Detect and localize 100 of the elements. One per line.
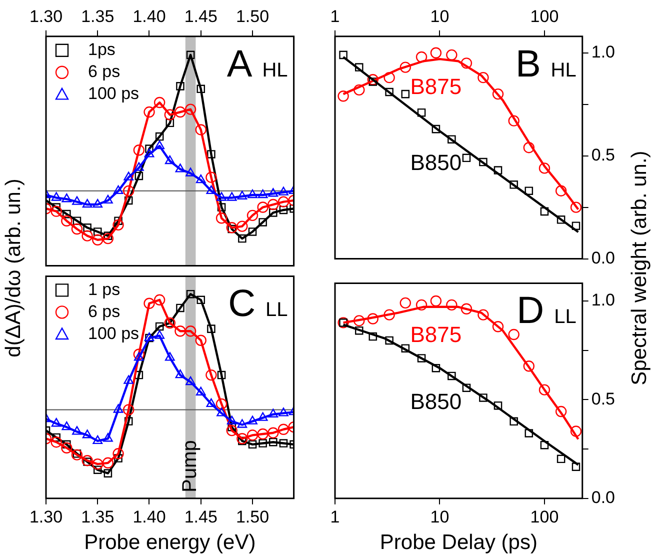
point (102, 457, 114, 469)
x-tick-label: 1.40 (132, 6, 166, 26)
x-tick-label: 100 (530, 507, 559, 526)
point (478, 72, 489, 84)
point (258, 218, 267, 226)
point (238, 234, 246, 243)
point (144, 106, 155, 118)
point (556, 216, 566, 224)
point (176, 304, 184, 312)
point (367, 313, 378, 324)
point (570, 202, 582, 213)
point (186, 168, 196, 176)
point (555, 406, 567, 418)
x-tick-label: 100 (530, 6, 559, 26)
point (417, 354, 426, 362)
point (226, 222, 238, 234)
point (538, 162, 550, 174)
point (460, 303, 472, 314)
point (217, 370, 226, 380)
point (62, 210, 71, 218)
point (278, 408, 288, 416)
point (216, 398, 228, 410)
point (384, 309, 395, 320)
point (164, 352, 175, 361)
point (196, 84, 206, 94)
point (226, 416, 237, 424)
point (540, 440, 549, 450)
annotation: D (516, 290, 544, 332)
point (51, 418, 62, 427)
point (524, 186, 534, 195)
point (354, 84, 365, 96)
point (523, 142, 534, 154)
point (92, 435, 103, 444)
point (368, 332, 378, 341)
point (524, 429, 534, 438)
point (401, 344, 410, 352)
x-tick-label: 1.35 (81, 6, 114, 26)
x-tick-label: 10 (430, 507, 450, 526)
point (446, 299, 458, 311)
point (385, 336, 394, 345)
point (62, 421, 72, 430)
point (217, 203, 226, 212)
point (174, 106, 186, 118)
point (82, 230, 93, 242)
point (367, 74, 378, 86)
point (154, 330, 165, 339)
point (112, 448, 124, 460)
point (155, 132, 164, 141)
y-tick-label: 0.0 (591, 488, 616, 508)
point (400, 62, 411, 73)
point (123, 404, 134, 416)
x-tick-label: 1.50 (236, 6, 270, 26)
legend-label: 6 ps (88, 302, 120, 321)
point (166, 118, 174, 128)
point (124, 417, 133, 426)
x-tick-label: 1.45 (184, 6, 218, 26)
point (492, 88, 504, 100)
point (196, 296, 206, 304)
y-tick-label: 0.5 (591, 146, 616, 165)
point (401, 90, 410, 98)
point (448, 135, 456, 144)
series-label: B850 (410, 389, 462, 414)
point (82, 198, 92, 208)
point (555, 185, 567, 196)
point (268, 188, 278, 197)
point (460, 58, 472, 69)
point (478, 309, 489, 320)
point (72, 216, 82, 225)
point (51, 192, 62, 201)
legend-label: 1 ps (88, 280, 120, 299)
point (257, 202, 268, 213)
annotation: HL (262, 59, 288, 82)
point (102, 232, 114, 244)
point (400, 297, 411, 309)
x-tick-label: 1.50 (236, 507, 270, 526)
point (175, 369, 186, 378)
point (50, 206, 62, 217)
band-label: Pump (179, 440, 202, 492)
point (462, 384, 471, 392)
point (339, 50, 348, 60)
annotation: B (515, 43, 541, 86)
point (268, 198, 279, 210)
point (556, 454, 566, 464)
point (246, 210, 258, 222)
y-tick-label: 1.0 (591, 42, 616, 62)
point (112, 219, 124, 231)
point (416, 51, 428, 63)
point (572, 462, 580, 471)
point (258, 412, 268, 421)
point (248, 440, 257, 449)
point (237, 419, 248, 428)
point (61, 442, 72, 454)
legend-label: 6 ps (88, 62, 120, 82)
point (154, 294, 166, 306)
point (278, 196, 290, 208)
point (462, 154, 471, 162)
point (494, 401, 502, 410)
point (144, 298, 155, 309)
point (176, 82, 184, 90)
annotation: LL (554, 306, 576, 328)
